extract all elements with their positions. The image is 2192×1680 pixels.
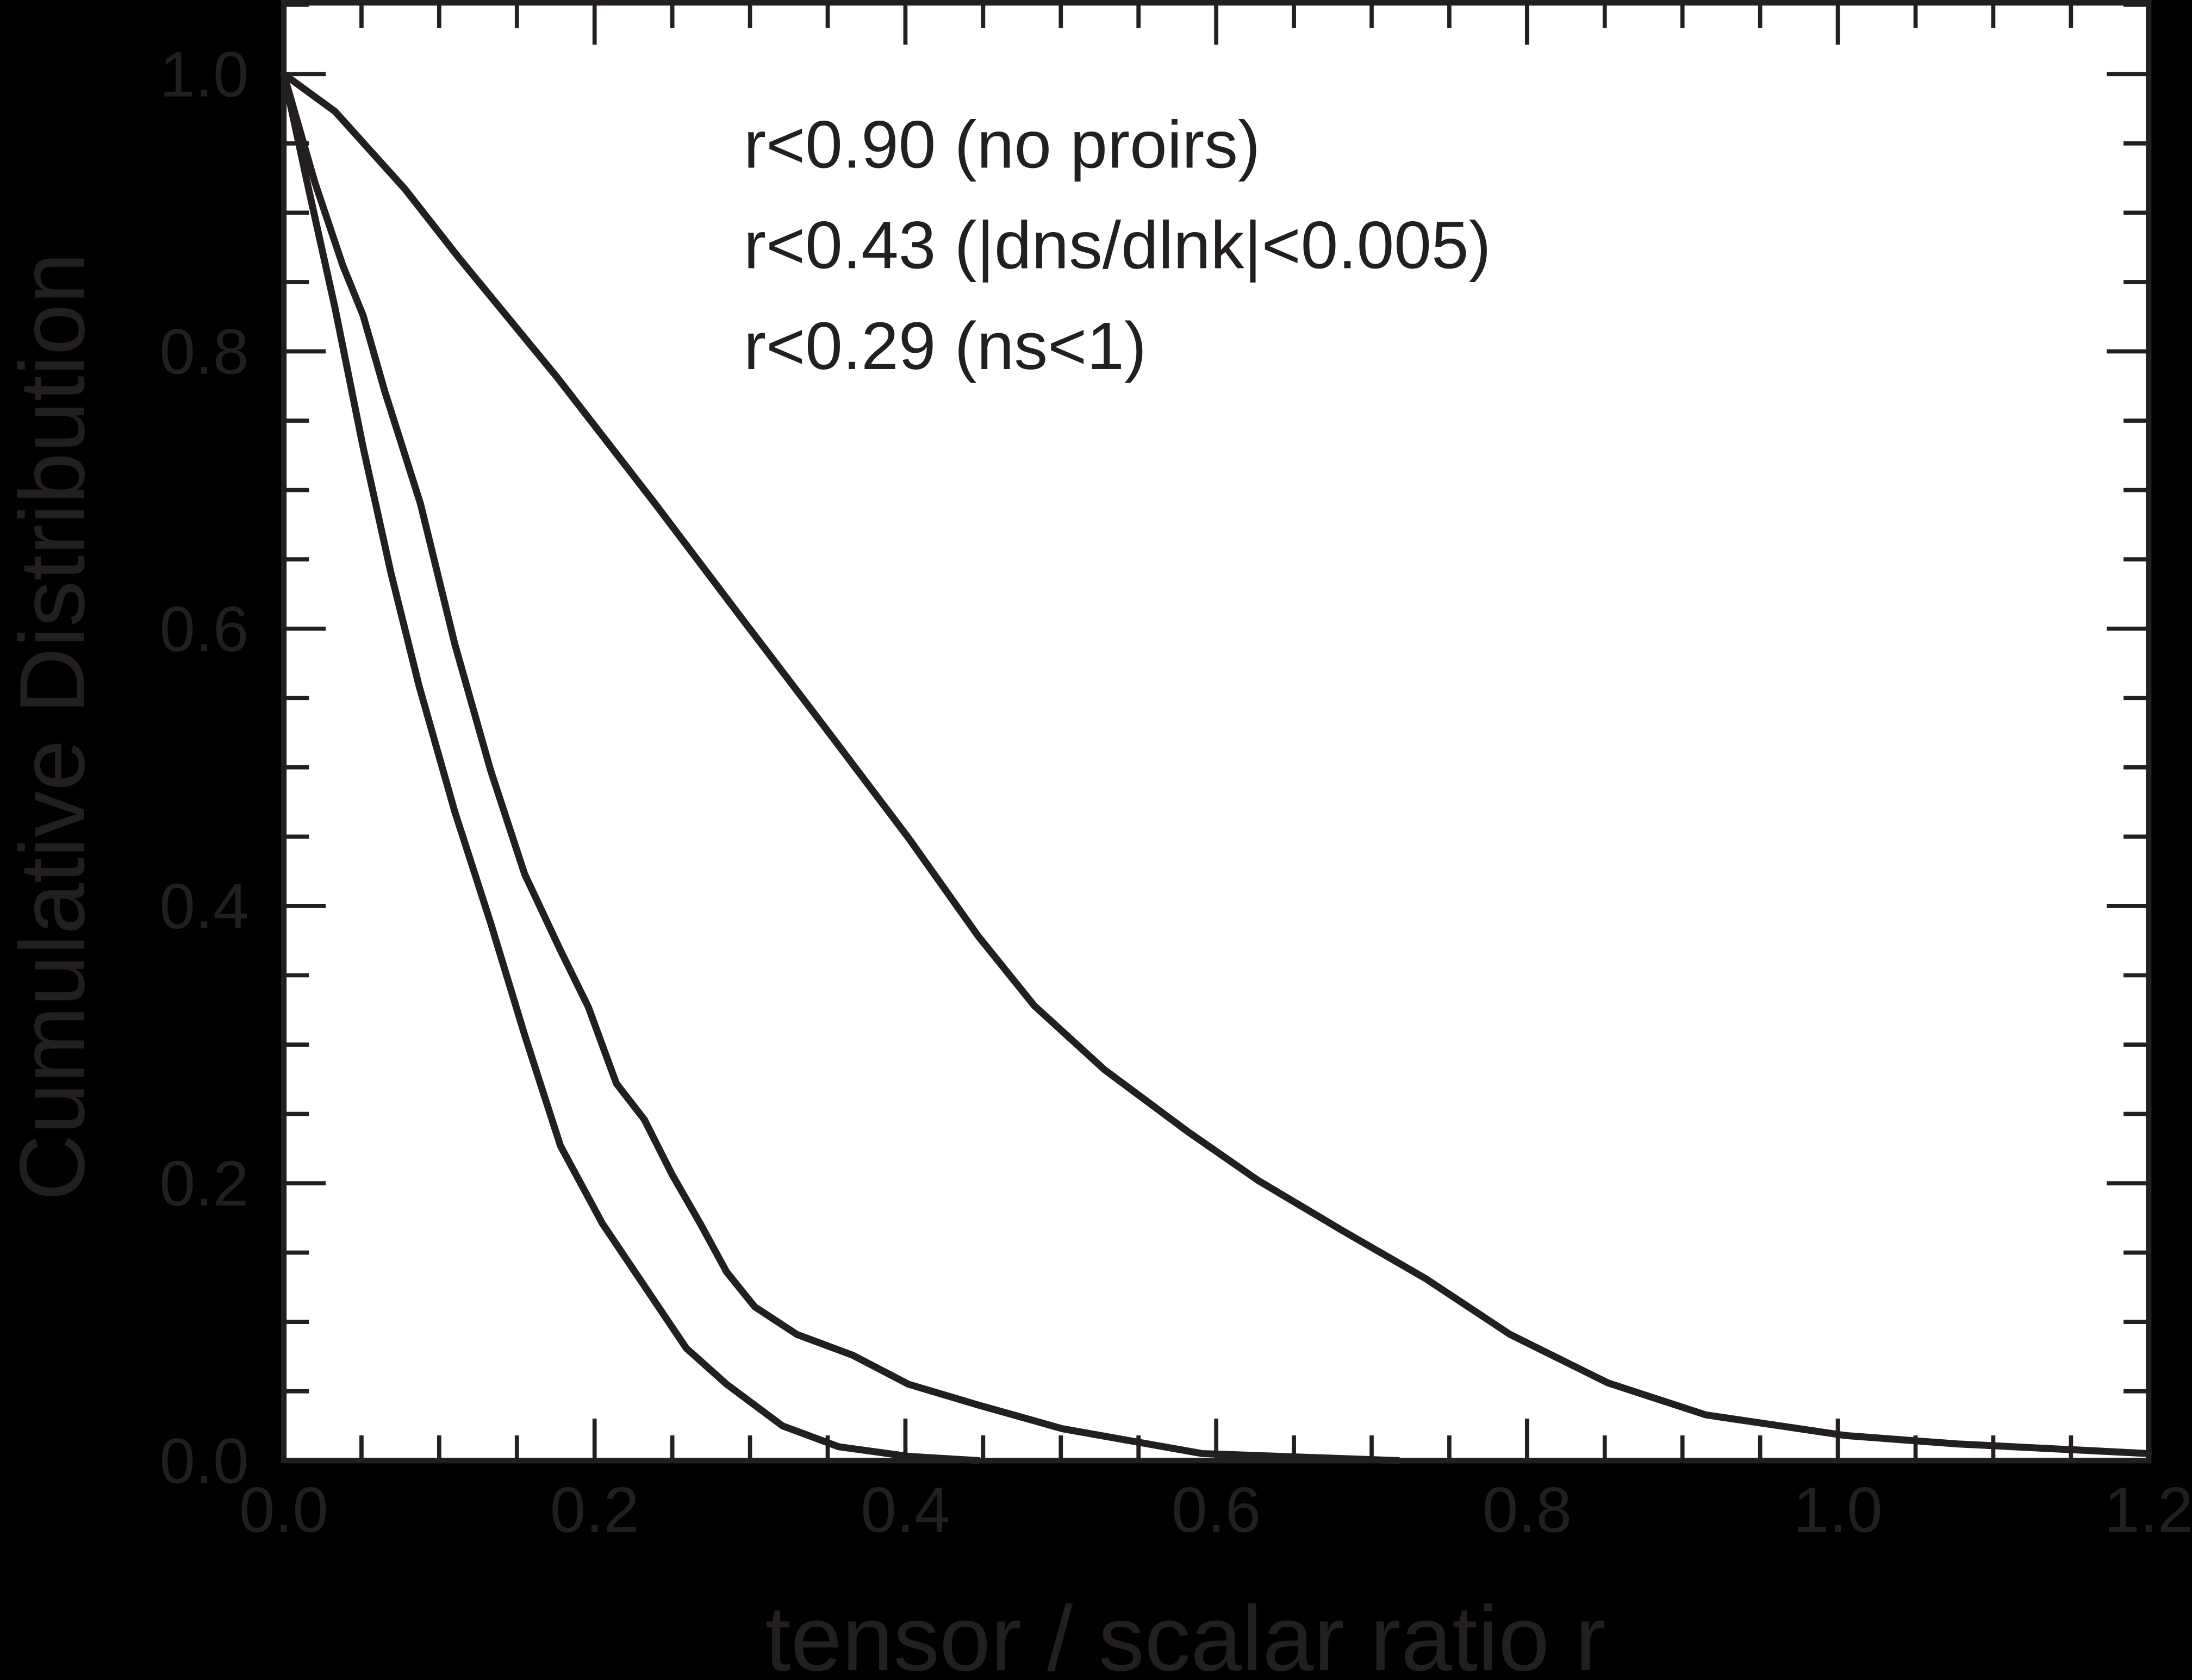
series-line-0 — [280, 70, 2152, 1457]
x-tick-label: 1.0 — [1793, 1474, 1882, 1546]
legend-entry-no-priors: r<0.90 (no proirs) — [744, 108, 1260, 183]
y-tick-label: 0.4 — [159, 871, 248, 942]
legend-entry-dns-dlnk: r<0.43 (|dns/dlnk|<0.005) — [744, 208, 1491, 283]
x-axis-title: tensor / scalar ratio r — [765, 1587, 1606, 1680]
axis-ticks — [282, 2, 2151, 1463]
y-tick-label: 1.0 — [159, 39, 248, 110]
y-axis-tick-labels: 0.0 0.2 0.4 0.6 0.8 1.0 — [159, 39, 248, 1497]
y-tick-label: 0.2 — [159, 1148, 248, 1220]
plot-frame — [281, 0, 2152, 1464]
x-tick-label: 0.2 — [550, 1474, 639, 1546]
x-tick-label: 0.4 — [861, 1474, 950, 1546]
y-tick-label: 0.6 — [159, 594, 248, 665]
plot-area — [284, 3, 2149, 1461]
y-axis-title: Cumulative Distribution — [0, 253, 103, 1201]
x-tick-label: 0.0 — [239, 1474, 328, 1546]
legend-entry-ns-lt-1: r<0.29 (ns<1) — [744, 309, 1147, 384]
x-tick-label: 0.8 — [1483, 1474, 1572, 1546]
y-tick-label: 0.8 — [159, 316, 248, 388]
plot-background — [284, 3, 2149, 1461]
legend: r<0.90 (no proirs) r<0.43 (|dns/dlnk|<0.… — [744, 108, 1491, 384]
series-line-2 — [280, 70, 982, 1464]
x-tick-label: 1.2 — [2104, 1474, 2192, 1546]
x-tick-label: 0.6 — [1172, 1474, 1261, 1546]
y-tick-label: 0.0 — [159, 1425, 248, 1497]
series-line-1 — [280, 70, 1402, 1464]
data-series — [280, 70, 2152, 1464]
x-axis-tick-labels: 0.0 0.2 0.4 0.6 0.8 1.0 1.2 — [239, 1474, 2192, 1546]
